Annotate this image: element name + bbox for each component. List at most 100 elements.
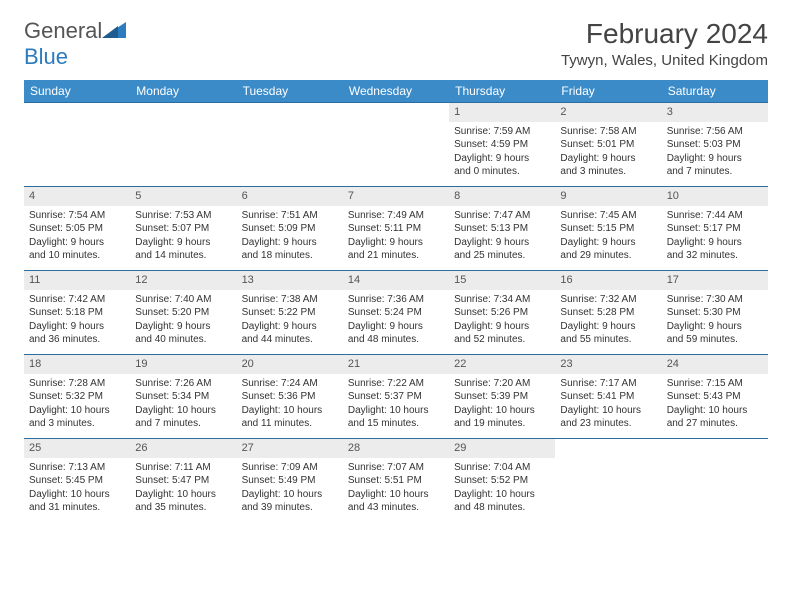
calendar-day-cell: 23Sunrise: 7:17 AMSunset: 5:41 PMDayligh… — [555, 355, 661, 439]
daylight-text-1: Daylight: 9 hours — [348, 236, 444, 250]
sunrise-text: Sunrise: 7:49 AM — [348, 209, 444, 223]
day-number: 13 — [237, 271, 343, 290]
day-body: Sunrise: 7:15 AMSunset: 5:43 PMDaylight:… — [662, 374, 768, 436]
daylight-text-1: Daylight: 9 hours — [454, 152, 550, 166]
calendar-day-cell: 5Sunrise: 7:53 AMSunset: 5:07 PMDaylight… — [130, 187, 236, 271]
sunrise-text: Sunrise: 7:20 AM — [454, 377, 550, 391]
day-number: 21 — [343, 355, 449, 374]
calendar-day-cell: 12Sunrise: 7:40 AMSunset: 5:20 PMDayligh… — [130, 271, 236, 355]
daylight-text-2: and 59 minutes. — [667, 333, 763, 347]
day-body: Sunrise: 7:58 AMSunset: 5:01 PMDaylight:… — [555, 122, 661, 184]
daylight-text-1: Daylight: 9 hours — [667, 236, 763, 250]
sunset-text: Sunset: 5:13 PM — [454, 222, 550, 236]
sunrise-text: Sunrise: 7:58 AM — [560, 125, 656, 139]
day-body: Sunrise: 7:09 AMSunset: 5:49 PMDaylight:… — [237, 458, 343, 520]
sunset-text: Sunset: 5:32 PM — [29, 390, 125, 404]
daylight-text-2: and 23 minutes. — [560, 417, 656, 431]
daylight-text-1: Daylight: 9 hours — [560, 320, 656, 334]
sunrise-text: Sunrise: 7:07 AM — [348, 461, 444, 475]
sunrise-text: Sunrise: 7:47 AM — [454, 209, 550, 223]
day-body: Sunrise: 7:26 AMSunset: 5:34 PMDaylight:… — [130, 374, 236, 436]
sunrise-text: Sunrise: 7:17 AM — [560, 377, 656, 391]
daylight-text-1: Daylight: 10 hours — [454, 488, 550, 502]
calendar-day-cell: 14Sunrise: 7:36 AMSunset: 5:24 PMDayligh… — [343, 271, 449, 355]
calendar-day-cell: 2Sunrise: 7:58 AMSunset: 5:01 PMDaylight… — [555, 103, 661, 187]
sunrise-text: Sunrise: 7:56 AM — [667, 125, 763, 139]
day-number: 2 — [555, 103, 661, 122]
sunrise-text: Sunrise: 7:22 AM — [348, 377, 444, 391]
calendar-head: SundayMondayTuesdayWednesdayThursdayFrid… — [24, 80, 768, 103]
daylight-text-1: Daylight: 9 hours — [454, 320, 550, 334]
daylight-text-1: Daylight: 9 hours — [135, 236, 231, 250]
day-body: Sunrise: 7:56 AMSunset: 5:03 PMDaylight:… — [662, 122, 768, 184]
calendar-empty-cell — [130, 103, 236, 187]
sunset-text: Sunset: 5:41 PM — [560, 390, 656, 404]
day-body: Sunrise: 7:38 AMSunset: 5:22 PMDaylight:… — [237, 290, 343, 352]
daylight-text-2: and 40 minutes. — [135, 333, 231, 347]
daylight-text-2: and 55 minutes. — [560, 333, 656, 347]
sunrise-text: Sunrise: 7:11 AM — [135, 461, 231, 475]
daylight-text-2: and 27 minutes. — [667, 417, 763, 431]
sunset-text: Sunset: 5:11 PM — [348, 222, 444, 236]
sunrise-text: Sunrise: 7:26 AM — [135, 377, 231, 391]
sunset-text: Sunset: 5:15 PM — [560, 222, 656, 236]
daylight-text-1: Daylight: 10 hours — [454, 404, 550, 418]
sunrise-text: Sunrise: 7:24 AM — [242, 377, 338, 391]
calendar-day-cell: 26Sunrise: 7:11 AMSunset: 5:47 PMDayligh… — [130, 439, 236, 523]
day-number: 16 — [555, 271, 661, 290]
day-number: 27 — [237, 439, 343, 458]
sunrise-text: Sunrise: 7:36 AM — [348, 293, 444, 307]
daylight-text-1: Daylight: 9 hours — [560, 236, 656, 250]
daylight-text-2: and 7 minutes. — [667, 165, 763, 179]
day-body: Sunrise: 7:30 AMSunset: 5:30 PMDaylight:… — [662, 290, 768, 352]
daylight-text-2: and 35 minutes. — [135, 501, 231, 515]
location: Tywyn, Wales, United Kingdom — [561, 52, 768, 69]
daylight-text-2: and 21 minutes. — [348, 249, 444, 263]
day-number: 29 — [449, 439, 555, 458]
daylight-text-1: Daylight: 9 hours — [29, 236, 125, 250]
sunrise-text: Sunrise: 7:13 AM — [29, 461, 125, 475]
logo-blue: Blue — [24, 44, 68, 69]
day-number: 8 — [449, 187, 555, 206]
day-body: Sunrise: 7:51 AMSunset: 5:09 PMDaylight:… — [237, 206, 343, 268]
calendar-day-cell: 1Sunrise: 7:59 AMSunset: 4:59 PMDaylight… — [449, 103, 555, 187]
day-body: Sunrise: 7:36 AMSunset: 5:24 PMDaylight:… — [343, 290, 449, 352]
sunrise-text: Sunrise: 7:28 AM — [29, 377, 125, 391]
daylight-text-1: Daylight: 9 hours — [667, 320, 763, 334]
day-number: 12 — [130, 271, 236, 290]
daylight-text-2: and 15 minutes. — [348, 417, 444, 431]
calendar-day-cell: 27Sunrise: 7:09 AMSunset: 5:49 PMDayligh… — [237, 439, 343, 523]
calendar-day-cell: 25Sunrise: 7:13 AMSunset: 5:45 PMDayligh… — [24, 439, 130, 523]
daylight-text-2: and 3 minutes. — [29, 417, 125, 431]
calendar-day-cell: 28Sunrise: 7:07 AMSunset: 5:51 PMDayligh… — [343, 439, 449, 523]
day-number: 28 — [343, 439, 449, 458]
sunrise-text: Sunrise: 7:09 AM — [242, 461, 338, 475]
calendar-row: 4Sunrise: 7:54 AMSunset: 5:05 PMDaylight… — [24, 187, 768, 271]
sunset-text: Sunset: 5:05 PM — [29, 222, 125, 236]
day-number: 19 — [130, 355, 236, 374]
daylight-text-1: Daylight: 9 hours — [454, 236, 550, 250]
day-number: 20 — [237, 355, 343, 374]
calendar-day-cell: 13Sunrise: 7:38 AMSunset: 5:22 PMDayligh… — [237, 271, 343, 355]
weekday-header: Thursday — [449, 80, 555, 103]
sunset-text: Sunset: 5:36 PM — [242, 390, 338, 404]
day-body: Sunrise: 7:20 AMSunset: 5:39 PMDaylight:… — [449, 374, 555, 436]
day-number: 22 — [449, 355, 555, 374]
daylight-text-2: and 18 minutes. — [242, 249, 338, 263]
day-body: Sunrise: 7:17 AMSunset: 5:41 PMDaylight:… — [555, 374, 661, 436]
daylight-text-1: Daylight: 10 hours — [29, 488, 125, 502]
calendar-day-cell: 11Sunrise: 7:42 AMSunset: 5:18 PMDayligh… — [24, 271, 130, 355]
calendar-row: 25Sunrise: 7:13 AMSunset: 5:45 PMDayligh… — [24, 439, 768, 523]
day-body: Sunrise: 7:28 AMSunset: 5:32 PMDaylight:… — [24, 374, 130, 436]
daylight-text-1: Daylight: 10 hours — [29, 404, 125, 418]
day-body: Sunrise: 7:24 AMSunset: 5:36 PMDaylight:… — [237, 374, 343, 436]
daylight-text-2: and 48 minutes. — [454, 501, 550, 515]
title-block: February 2024 Tywyn, Wales, United Kingd… — [561, 18, 768, 69]
sunset-text: Sunset: 5:24 PM — [348, 306, 444, 320]
sunset-text: Sunset: 5:20 PM — [135, 306, 231, 320]
day-body: Sunrise: 7:49 AMSunset: 5:11 PMDaylight:… — [343, 206, 449, 268]
daylight-text-2: and 32 minutes. — [667, 249, 763, 263]
calendar-empty-cell — [662, 439, 768, 523]
day-body: Sunrise: 7:44 AMSunset: 5:17 PMDaylight:… — [662, 206, 768, 268]
daylight-text-2: and 36 minutes. — [29, 333, 125, 347]
